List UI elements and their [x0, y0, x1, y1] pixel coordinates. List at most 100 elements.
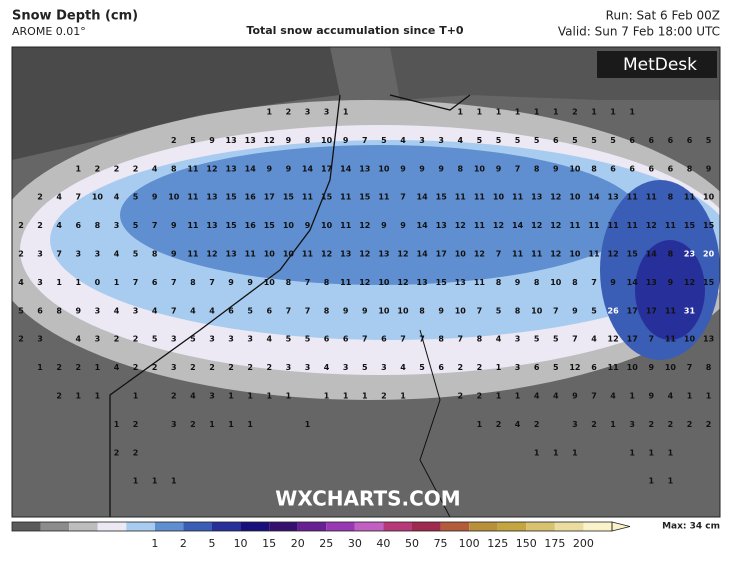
grid-value: 11 — [684, 193, 696, 202]
grid-value: 3 — [515, 335, 521, 344]
grid-value: 11 — [608, 363, 620, 372]
grid-value: 14 — [417, 250, 429, 259]
grid-value: 1 — [515, 108, 521, 117]
grid-value: 13 — [359, 164, 370, 173]
grid-value: 1 — [228, 392, 234, 401]
watermark: WXCHARTS.COM — [275, 487, 460, 511]
grid-value: 17 — [646, 306, 657, 315]
colorbar-label: 100 — [459, 537, 480, 550]
grid-value: 4 — [56, 221, 62, 230]
grid-value: 14 — [512, 221, 524, 230]
grid-value: 8 — [496, 278, 502, 287]
grid-value: 9 — [152, 193, 158, 202]
grid-value: 7 — [209, 278, 215, 287]
grid-value: 9 — [76, 306, 82, 315]
colorbar-label: 20 — [291, 537, 305, 550]
grid-value: 2 — [706, 420, 712, 429]
logo-box — [597, 51, 717, 78]
grid-value: 1 — [171, 477, 177, 486]
colorbar-label: 150 — [516, 537, 537, 550]
grid-value: 14 — [588, 193, 600, 202]
grid-value: 1 — [553, 448, 559, 457]
grid-value: 12 — [550, 250, 561, 259]
grid-value: 3 — [95, 335, 101, 344]
grid-value: 6 — [668, 136, 674, 145]
grid-value: 5 — [515, 136, 521, 145]
grid-value: 1 — [572, 448, 578, 457]
grid-value: 8 — [534, 278, 540, 287]
grid-value: 13 — [531, 193, 542, 202]
grid-value: 8 — [419, 306, 425, 315]
grid-value: 1 — [649, 477, 655, 486]
grid-value: 1 — [610, 108, 616, 117]
grid-value: 2 — [687, 420, 693, 429]
colorbar-swatch — [97, 522, 127, 531]
grid-value: 1 — [534, 448, 540, 457]
grid-value: 3 — [305, 108, 311, 117]
grid-value: 5 — [534, 335, 540, 344]
colorbar-label: 40 — [376, 537, 390, 550]
colorbar-frame — [11, 521, 613, 532]
grid-value: 5 — [553, 335, 559, 344]
colorbar-label: 200 — [573, 537, 594, 550]
grid-value: 11 — [627, 193, 639, 202]
grid-value: 3 — [629, 420, 635, 429]
grid-value: 11 — [474, 278, 486, 287]
grid-value: 6 — [152, 278, 158, 287]
grid-value: 3 — [419, 136, 425, 145]
grid-value: 4 — [515, 420, 521, 429]
grid-value: 3 — [37, 335, 43, 344]
colorbar-swatch — [126, 522, 155, 531]
grid-value: 14 — [627, 278, 639, 287]
grid-value: 2 — [114, 164, 120, 173]
grid-value: 9 — [171, 221, 177, 230]
grid-value: 8 — [324, 306, 330, 315]
grid-value: 15 — [703, 278, 715, 287]
grid-value: 2 — [458, 392, 464, 401]
grid-value: 12 — [493, 221, 504, 230]
grid-value: 14 — [417, 221, 429, 230]
colorbar-label: 15 — [262, 537, 276, 550]
grid-value: 7 — [591, 392, 597, 401]
grid-value: 1 — [362, 392, 368, 401]
grid-value: 1 — [114, 420, 120, 429]
grid-value: 10 — [378, 164, 390, 173]
grid-value: 1 — [56, 278, 62, 287]
grid-value: 2 — [114, 335, 120, 344]
grid-value: 2 — [496, 420, 502, 429]
grid-value: 10 — [665, 363, 677, 372]
grid-value: 12 — [608, 335, 619, 344]
grid-value: 9 — [438, 306, 444, 315]
colorbar-swatch — [240, 522, 270, 531]
grid-value: 15 — [359, 193, 371, 202]
grid-value: 4 — [591, 335, 597, 344]
grid-value: 8 — [668, 193, 674, 202]
grid-value: 5 — [133, 221, 139, 230]
grid-value: 10 — [474, 164, 486, 173]
grid-value: 7 — [591, 278, 597, 287]
grid-value: 15 — [436, 278, 448, 287]
grid-value: 2 — [247, 363, 253, 372]
grid-value: 11 — [588, 221, 600, 230]
grid-value: 3 — [76, 250, 82, 259]
grid-value: 6 — [267, 306, 273, 315]
grid-value: 11 — [302, 250, 314, 259]
grid-value: 1 — [629, 108, 635, 117]
grid-value: 11 — [245, 250, 257, 259]
grid-value: 11 — [187, 164, 199, 173]
grid-value: 2 — [649, 420, 655, 429]
colorbar-swatch — [526, 522, 555, 531]
grid-value: 1 — [591, 108, 597, 117]
grid-value: 8 — [286, 278, 292, 287]
grid-value: 4 — [209, 306, 215, 315]
grid-value: 9 — [362, 306, 368, 315]
grid-value: 1 — [267, 392, 273, 401]
grid-value: 13 — [436, 221, 447, 230]
grid-value: 23 — [684, 250, 695, 259]
grid-value: 12 — [646, 221, 657, 230]
grid-value: 1 — [496, 392, 502, 401]
grid-value: 8 — [95, 221, 101, 230]
colorbar-swatch — [40, 522, 70, 531]
grid-value: 2 — [37, 221, 43, 230]
colorbar-swatch — [354, 522, 384, 531]
